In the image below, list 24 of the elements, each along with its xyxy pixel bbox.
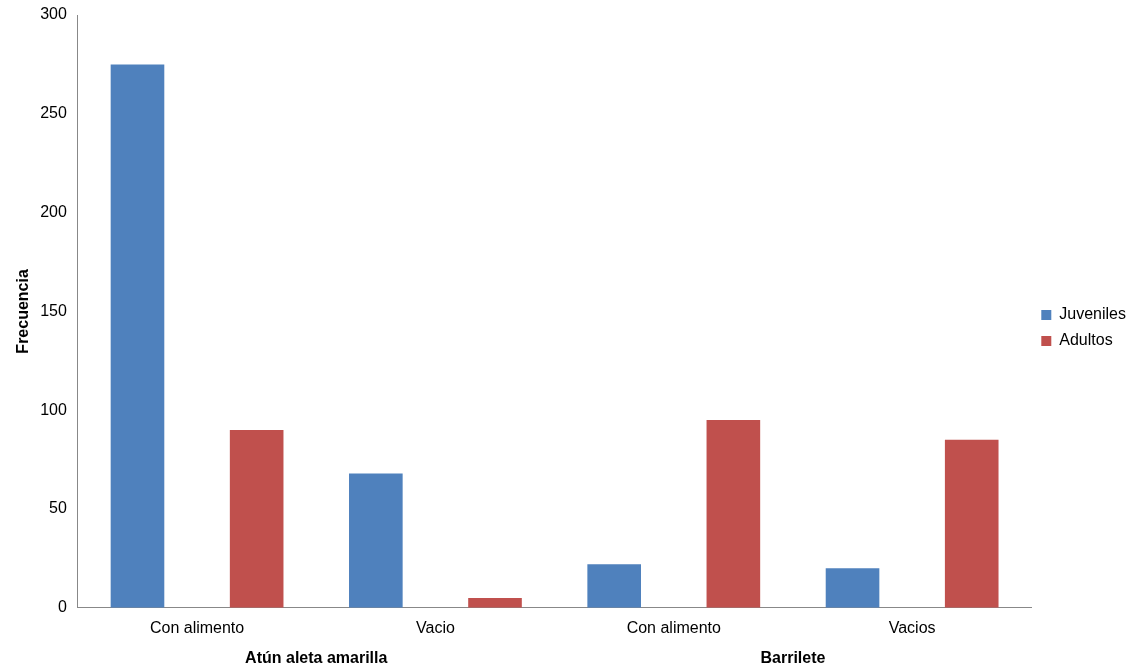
y-tick-label: 0 <box>57 598 67 616</box>
y-tick-label: 200 <box>40 203 67 221</box>
x-tick-label: Con alimento <box>626 618 722 636</box>
bar <box>349 473 403 608</box>
legend-label: Juveniles <box>1059 305 1126 323</box>
y-tick-label: 250 <box>40 104 67 122</box>
x-tick-label: Vacio <box>416 618 455 636</box>
y-tick-label: 150 <box>40 301 67 319</box>
text: Atún aleta amarilla <box>245 649 388 667</box>
bar <box>110 64 165 608</box>
y-tick-label: 50 <box>49 499 67 517</box>
bar <box>229 429 284 608</box>
legend-label: Adultos <box>1059 331 1113 349</box>
y-axis-title: Frecuencia <box>14 269 32 354</box>
bar <box>706 420 761 608</box>
text: Barrilete <box>760 649 826 667</box>
bar <box>944 439 999 608</box>
bar <box>468 597 522 608</box>
y-tick-label: 300 <box>40 5 67 23</box>
x-tick-label: Vacios <box>888 618 936 636</box>
bar <box>825 568 880 608</box>
x-tick-label: Con alimento <box>149 618 245 636</box>
y-tick-label: 100 <box>40 400 67 418</box>
bar <box>587 564 641 608</box>
